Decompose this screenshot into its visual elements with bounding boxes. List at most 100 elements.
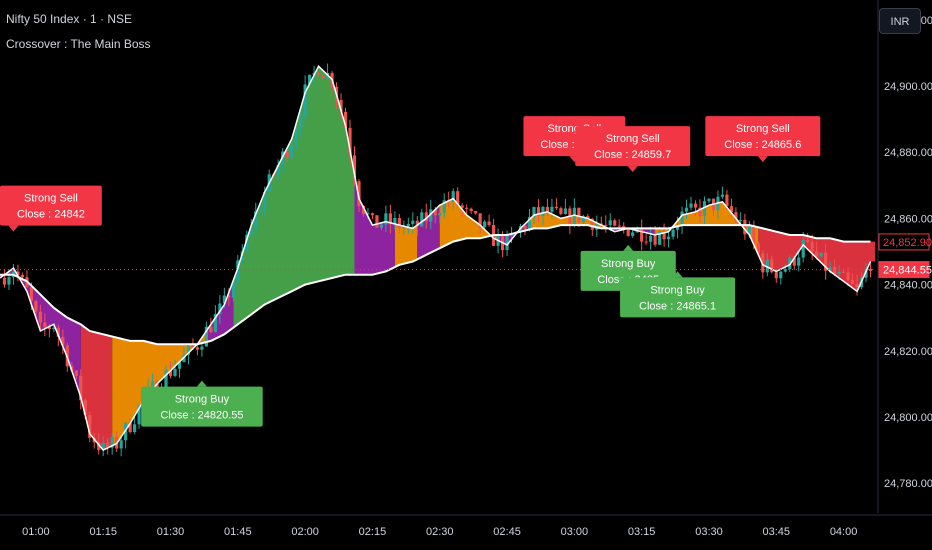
- candle-body: [693, 203, 698, 208]
- fill-band-bear: [758, 227, 875, 292]
- candle-body: [868, 268, 873, 271]
- candle-body: [168, 370, 173, 376]
- signal-box: [575, 126, 691, 167]
- signal-buy-label[interactable]: Strong Buy Close : 24865.1: [620, 271, 736, 318]
- symbol-title: Nifty 50 Index · 1 · NSE: [6, 12, 133, 26]
- candle-body: [662, 231, 666, 240]
- candle-body: [658, 231, 662, 245]
- time-tick-label: 02:45: [493, 526, 521, 538]
- candle-body: [689, 203, 693, 208]
- candle-body: [56, 327, 60, 337]
- candle-body: [43, 322, 47, 328]
- candle-body: [101, 442, 105, 450]
- candle-body: [720, 194, 725, 197]
- candle-body: [47, 327, 51, 330]
- time-tick-label: 03:15: [628, 526, 656, 538]
- candle-body: [451, 191, 455, 202]
- candle-body: [554, 206, 559, 209]
- candle-body: [213, 313, 217, 333]
- fill-band-purple: [206, 280, 234, 342]
- candle-body: [622, 226, 626, 229]
- candle-body: [415, 220, 419, 227]
- candle-body: [308, 74, 312, 85]
- signal-box: [141, 386, 263, 427]
- candle-body: [729, 206, 734, 213]
- candle-body: [231, 282, 235, 298]
- candle-body: [698, 207, 702, 217]
- time-tick-label: 02:30: [426, 526, 454, 538]
- candle-body: [263, 192, 267, 209]
- candle-body: [218, 303, 222, 314]
- candle-body: [38, 311, 42, 323]
- time-axis[interactable]: 01:00 01:15 01:30 01:45 02:00 02:15 02:30 02:45…: [0, 514, 932, 538]
- candle-body: [833, 266, 837, 275]
- candle-body: [761, 253, 765, 273]
- currency-button[interactable]: INR: [879, 8, 921, 34]
- time-tick-label: 01:00: [22, 526, 50, 538]
- candle-body: [604, 224, 608, 226]
- candle-body: [106, 442, 110, 448]
- candle-body: [191, 345, 195, 348]
- candle-body: [846, 272, 850, 280]
- price-tick-label: 24,820.00: [884, 346, 932, 358]
- candle-body: [456, 191, 460, 206]
- signal-sell-label[interactable]: Strong Sell Close : 24842: [0, 185, 102, 232]
- candle-body: [290, 144, 294, 158]
- candle-body: [550, 206, 554, 212]
- fill-band-orange: [112, 331, 207, 446]
- candle-body: [222, 295, 226, 304]
- candle-body: [200, 346, 204, 350]
- signal-title: Strong Buy: [650, 284, 705, 296]
- candle-body: [303, 84, 307, 117]
- signal-close: Close : 24865.1: [639, 300, 716, 312]
- signal-buy-label[interactable]: Strong Buy Close : 24820.55: [141, 380, 263, 427]
- candle-body: [599, 223, 603, 225]
- candle-body: [474, 210, 478, 214]
- candle-body: [743, 219, 747, 235]
- signal-sell-label[interactable]: Strong Sell Close : 24865.6: [705, 116, 821, 163]
- time-tick-label: 02:00: [291, 526, 319, 538]
- candle-body: [850, 279, 855, 285]
- candle-body: [397, 217, 401, 229]
- signal-sell-label[interactable]: Strong Sell Close : 24859.7: [575, 126, 691, 173]
- candle-body: [483, 221, 487, 228]
- candle-body: [649, 235, 653, 242]
- candle-body: [16, 271, 20, 275]
- candle-body: [128, 422, 132, 433]
- candle-body: [783, 268, 787, 272]
- candle-body: [581, 216, 585, 223]
- signal-close: Close : 24842: [17, 209, 85, 221]
- candle-body: [379, 224, 384, 228]
- signal-labels: Strong Sell Close : 24842 Strong Buy Close …: [0, 116, 821, 427]
- signal-pointer: [672, 271, 683, 278]
- candle-body: [680, 211, 684, 226]
- signal-title: Strong Sell: [606, 133, 660, 145]
- candle-body: [527, 216, 532, 229]
- candle-body: [177, 362, 182, 369]
- signal-pointer: [757, 156, 768, 163]
- candle-body: [209, 326, 213, 333]
- candle-body: [563, 208, 567, 215]
- candle-body: [375, 215, 379, 228]
- candle-body: [164, 370, 168, 390]
- candle-body: [442, 200, 446, 214]
- signal-close: Close : 24820.55: [160, 410, 243, 422]
- candle-body: [388, 213, 392, 225]
- candle-body: [424, 212, 428, 222]
- candle-body: [119, 440, 123, 449]
- candle-body: [684, 207, 689, 212]
- candle-body: [402, 226, 406, 229]
- candle-body: [321, 75, 325, 79]
- candle-body: [640, 227, 644, 242]
- candle-body: [666, 236, 671, 240]
- time-tick-label: 03:30: [695, 526, 723, 538]
- candle-body: [7, 277, 11, 285]
- candle-body: [487, 221, 491, 226]
- candle-body: [52, 327, 56, 330]
- price-tick-label: 24,860.00: [884, 213, 932, 225]
- candle-body: [626, 228, 630, 236]
- fill-band-purple: [610, 228, 656, 235]
- candle-body: [348, 127, 352, 156]
